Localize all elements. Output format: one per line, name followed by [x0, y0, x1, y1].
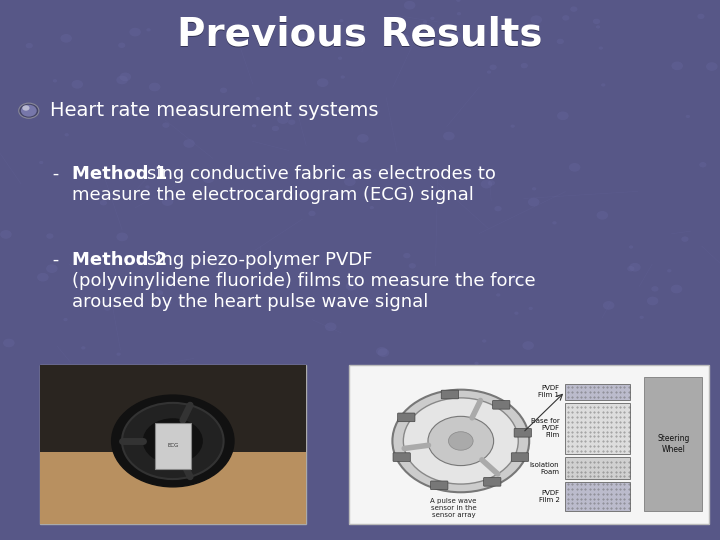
Circle shape: [521, 63, 528, 69]
Text: Steering
Wheel: Steering Wheel: [657, 435, 689, 454]
Circle shape: [143, 258, 150, 263]
Circle shape: [357, 134, 369, 143]
FancyBboxPatch shape: [565, 482, 630, 511]
Circle shape: [220, 87, 227, 93]
Circle shape: [202, 174, 214, 183]
Circle shape: [456, 0, 461, 2]
Circle shape: [421, 276, 433, 285]
Circle shape: [280, 19, 284, 22]
Circle shape: [71, 80, 83, 89]
Text: -: -: [47, 165, 65, 183]
Circle shape: [403, 398, 518, 484]
Circle shape: [162, 197, 174, 206]
Circle shape: [130, 28, 141, 36]
Circle shape: [21, 105, 37, 117]
Circle shape: [46, 264, 58, 273]
Circle shape: [449, 432, 473, 450]
FancyBboxPatch shape: [514, 428, 531, 437]
Circle shape: [601, 83, 606, 86]
Text: : using conductive fabric as electrodes to
measure the electrocardiogram (ECG) s: : using conductive fabric as electrodes …: [72, 165, 496, 204]
Circle shape: [255, 295, 259, 298]
FancyBboxPatch shape: [393, 453, 410, 461]
Circle shape: [65, 133, 69, 137]
Circle shape: [569, 163, 580, 172]
Circle shape: [474, 362, 479, 365]
Circle shape: [145, 185, 150, 188]
Circle shape: [667, 269, 672, 272]
FancyBboxPatch shape: [441, 390, 459, 399]
Circle shape: [60, 34, 72, 43]
Circle shape: [277, 115, 289, 124]
Circle shape: [406, 287, 410, 290]
Circle shape: [647, 296, 658, 305]
Circle shape: [392, 390, 529, 492]
Circle shape: [706, 62, 718, 71]
Circle shape: [346, 282, 357, 291]
Circle shape: [192, 262, 199, 268]
Text: PVDF
Film 1: PVDF Film 1: [539, 385, 559, 398]
Circle shape: [639, 316, 644, 319]
Text: A pulse wave
sensor in the
sensor array: A pulse wave sensor in the sensor array: [431, 498, 477, 518]
FancyBboxPatch shape: [349, 364, 709, 524]
Circle shape: [431, 17, 435, 20]
Circle shape: [378, 348, 390, 357]
FancyBboxPatch shape: [565, 403, 630, 454]
Circle shape: [672, 62, 683, 70]
Circle shape: [120, 72, 131, 81]
Circle shape: [146, 28, 150, 31]
Circle shape: [495, 206, 502, 211]
Circle shape: [603, 301, 614, 310]
Text: PVDF
Film 2: PVDF Film 2: [539, 490, 559, 503]
Text: -: -: [47, 251, 65, 269]
Circle shape: [450, 31, 462, 39]
Circle shape: [112, 395, 234, 487]
FancyBboxPatch shape: [397, 413, 415, 422]
Circle shape: [117, 233, 128, 241]
Circle shape: [528, 198, 539, 206]
Text: Method 2: Method 2: [72, 251, 167, 269]
Circle shape: [301, 38, 305, 41]
Circle shape: [423, 20, 427, 23]
Circle shape: [596, 25, 600, 29]
Circle shape: [162, 123, 169, 128]
Circle shape: [37, 273, 49, 281]
Circle shape: [652, 286, 659, 292]
Text: Base for
PVDF
Film: Base for PVDF Film: [531, 418, 559, 438]
Circle shape: [487, 70, 491, 73]
Circle shape: [514, 312, 518, 315]
Circle shape: [317, 78, 328, 87]
Circle shape: [104, 305, 111, 310]
Circle shape: [252, 124, 256, 127]
Circle shape: [481, 180, 492, 188]
Circle shape: [681, 237, 688, 242]
Circle shape: [308, 211, 315, 216]
Circle shape: [557, 111, 569, 120]
Circle shape: [384, 37, 392, 43]
Circle shape: [531, 16, 542, 24]
Circle shape: [19, 103, 39, 118]
Circle shape: [697, 14, 704, 19]
Circle shape: [184, 139, 195, 148]
Text: Isolation
Foam: Isolation Foam: [530, 462, 559, 475]
Circle shape: [699, 162, 706, 167]
Circle shape: [94, 173, 98, 177]
Circle shape: [409, 263, 416, 268]
Circle shape: [523, 341, 534, 350]
FancyBboxPatch shape: [40, 436, 306, 524]
Circle shape: [288, 119, 295, 125]
Circle shape: [118, 43, 125, 48]
Circle shape: [63, 318, 68, 321]
Circle shape: [487, 180, 495, 186]
Circle shape: [496, 293, 500, 296]
Circle shape: [117, 353, 121, 356]
Circle shape: [256, 97, 260, 100]
Circle shape: [26, 43, 33, 49]
Circle shape: [570, 6, 577, 12]
Circle shape: [341, 76, 345, 79]
Circle shape: [53, 79, 57, 83]
Circle shape: [122, 403, 224, 479]
Circle shape: [156, 290, 163, 295]
Circle shape: [3, 339, 14, 347]
Circle shape: [376, 347, 387, 356]
